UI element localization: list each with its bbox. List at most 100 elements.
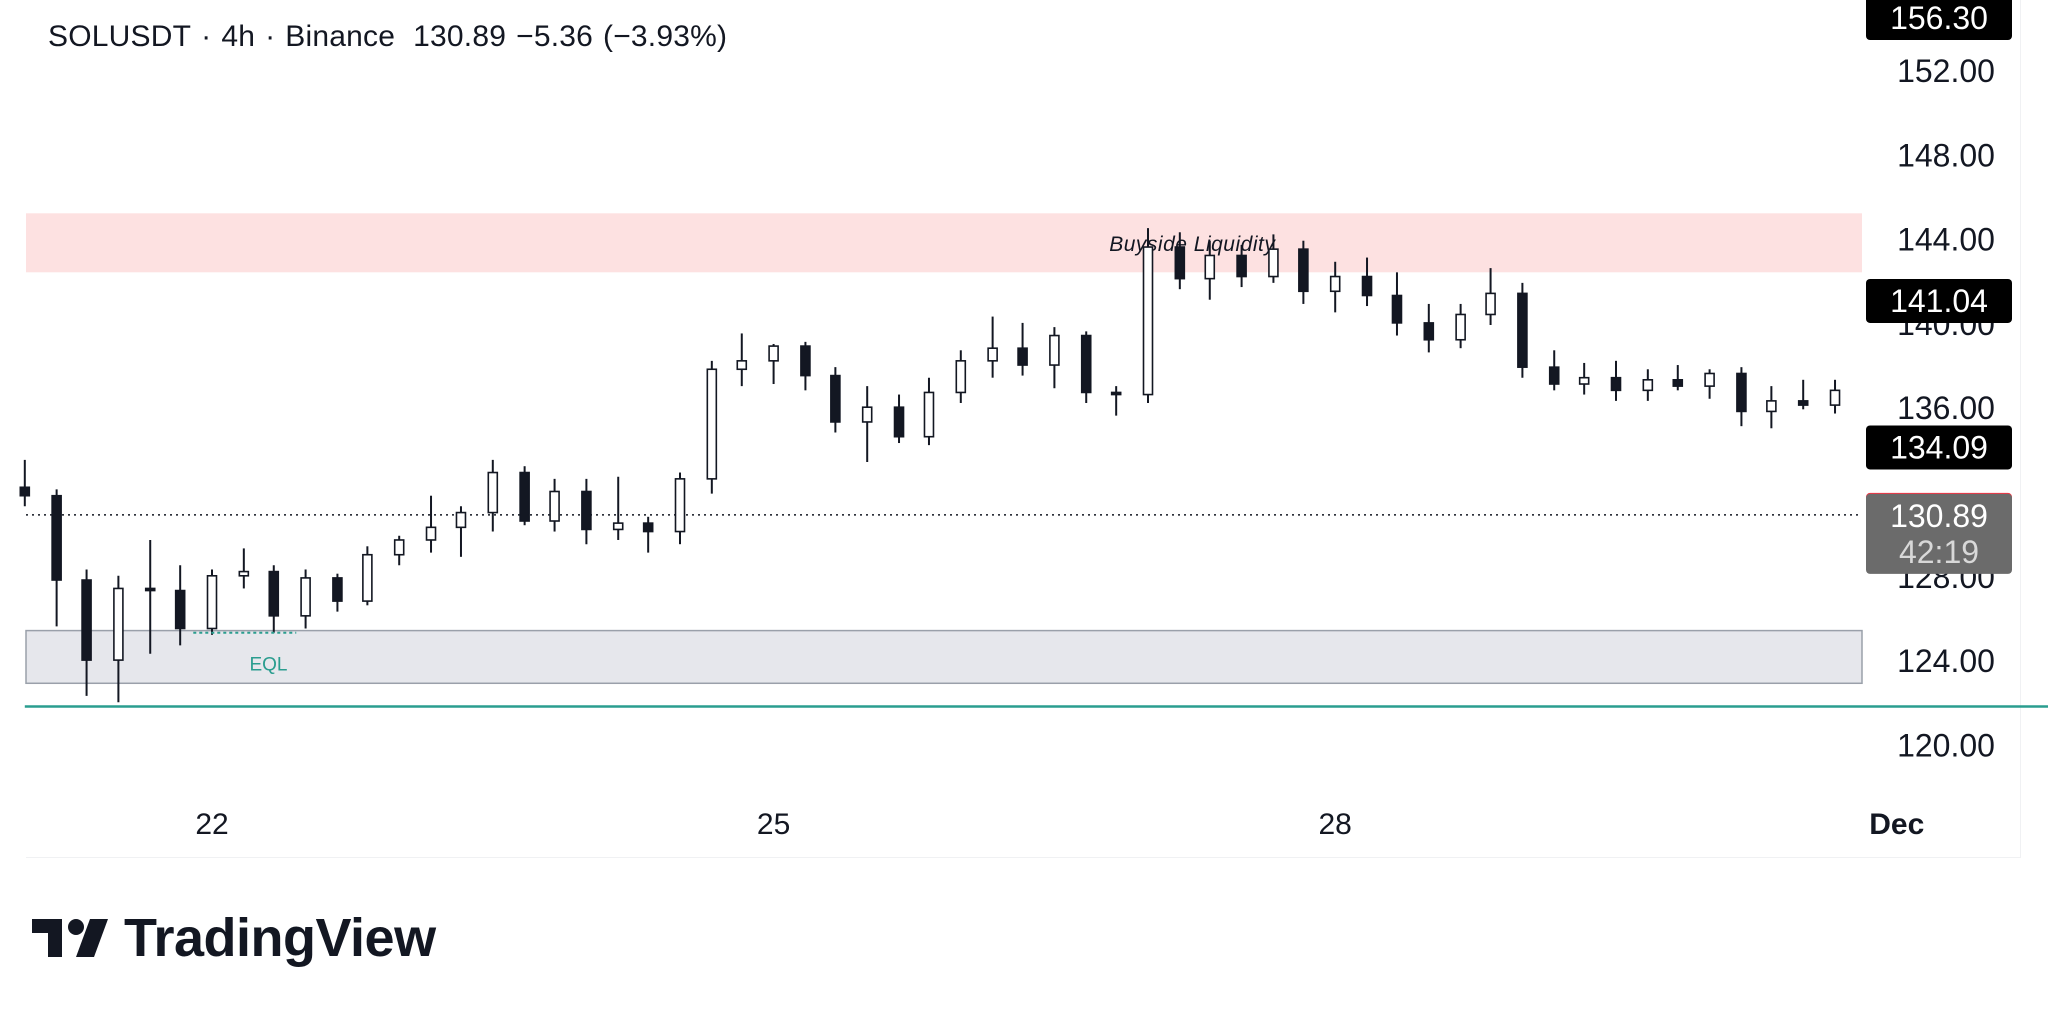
candle-body [1642,379,1654,392]
y-tick-label: 124.00 [1897,643,1995,679]
tradingview-brand[interactable]: TradingView [32,908,436,968]
candle-body [1361,275,1373,297]
candle [1017,322,1028,376]
candle [1142,228,1154,403]
candle [642,516,654,553]
candle-body [1548,366,1560,385]
x-tick-label[interactable]: 22 [195,808,228,841]
candle [1268,234,1279,283]
candle-body [362,553,373,602]
x-tick-label[interactable]: 25 [757,808,790,841]
symbol-label[interactable]: SOLUSDT [48,20,192,53]
price-badge-black: 134.09 [1866,425,2012,470]
candle-body [987,347,998,362]
y-tick-label: 144.00 [1897,222,1995,258]
candle-body [1236,254,1247,278]
x-axis[interactable]: 19222528Dec47101316 [0,808,2048,841]
candle [1578,362,1590,395]
candle-body [300,577,311,617]
buyside-liquidity-zone [26,213,1862,273]
candle [268,565,280,633]
price-badge-label: 141.04 [1890,283,1988,319]
candle-body [861,406,873,423]
candle-body [1797,400,1809,406]
candle [1485,268,1496,326]
candle [1455,303,1466,349]
candle-body [519,471,530,522]
candle-body [549,490,560,522]
x-tick-label[interactable]: Dec [1869,808,1924,841]
price-badge-label: 156.30 [1890,0,1988,36]
candle-body [113,587,124,661]
candle [923,377,935,446]
candle [1329,261,1341,313]
candle [1423,303,1435,353]
candle-body [1485,292,1496,316]
candle-body [923,391,935,438]
y-tick-label: 152.00 [1897,53,1995,89]
candle [455,506,467,557]
candle-body [1517,292,1528,368]
candle [487,459,499,532]
last-price-label: 130.89 [413,20,507,53]
header-sep-2: · [265,20,276,53]
candle-body [1736,372,1747,413]
candle-body [1080,334,1092,394]
candle [581,478,592,545]
candle-body [612,522,624,531]
candle-body [81,579,92,661]
candle-body [1766,400,1777,413]
candle [706,360,718,494]
candle [893,394,905,444]
candle-body [830,374,841,423]
candle [1704,369,1715,399]
candle-body [800,345,811,377]
price-change-label: −5.36 [516,20,594,53]
candle [332,573,343,612]
candle [674,472,686,545]
candle [987,316,998,378]
exchange-label: Binance [285,20,396,53]
candle-body [1391,294,1403,324]
x-tick-label[interactable]: 28 [1319,808,1352,841]
price-badge-bg [1866,425,2012,470]
interval-label[interactable]: 4h [221,20,256,53]
lower-order-block [25,629,1863,685]
tradingview-logo-icon [32,919,108,957]
zones-layer: Buyside LiquidityFVGFVGFVGFVG [25,213,1863,685]
candle [549,478,560,532]
candle-body [1578,376,1590,385]
candle-body [144,587,156,592]
candle [1174,232,1186,290]
header-sep-1: · [201,20,212,53]
bar-countdown-label: 42:19 [1899,534,1979,570]
candle-body [174,589,186,630]
candle [113,575,124,703]
candle [1736,367,1747,427]
price-badge-bg [1866,0,2012,40]
candle [1391,272,1403,336]
candle [1361,257,1373,307]
candle-body [51,494,62,581]
candle-body [674,478,686,533]
chart-frame [26,0,2021,858]
candle-body [1829,389,1841,406]
candle-body [238,570,250,577]
candle [861,386,873,462]
candle [144,539,156,654]
candle [1766,386,1777,429]
candle-body [893,406,905,438]
candle [1236,244,1247,288]
candle-body [1049,334,1060,366]
candle [830,367,841,433]
candle-body [268,570,280,617]
candle-body [1423,322,1435,341]
candle-body [768,345,779,362]
y-axis[interactable]: 152.00148.00144.00140.00136.00128.00124.… [1866,0,2020,810]
candle-body [1298,248,1309,293]
price-badge-label: 130.89 [1890,498,1988,534]
y-tick-label: 120.00 [1897,727,1995,763]
candle-body [1704,372,1715,387]
candle [19,459,31,507]
